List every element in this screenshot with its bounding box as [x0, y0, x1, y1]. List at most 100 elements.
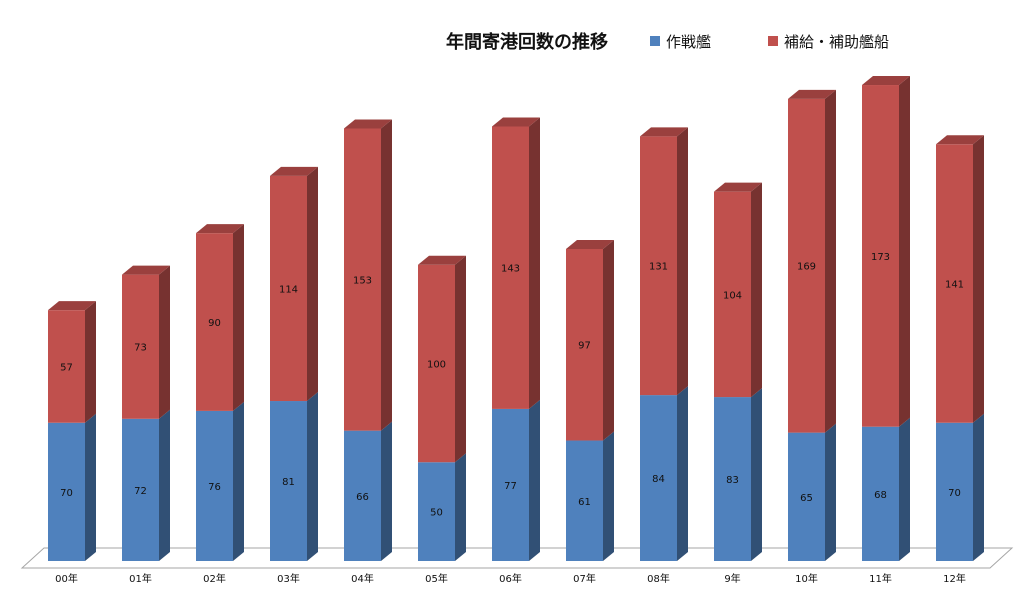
bar-top-10: [788, 89, 836, 99]
legend-label-0: 作戦艦: [666, 33, 711, 51]
bar-front-3-0: [270, 401, 307, 561]
bar-top-4: [344, 119, 392, 129]
bar-front-7-0: [566, 440, 603, 561]
bar-top-12: [936, 135, 984, 145]
x-tick-label-4: 04年: [351, 572, 374, 585]
x-tick-label-9: 9年: [724, 572, 740, 585]
bar-side-4-1: [381, 119, 392, 431]
legend-swatch-0: [650, 36, 660, 46]
data-label-9-0: 83: [726, 475, 739, 486]
bar-side-0-0: [85, 413, 96, 561]
data-label-12-0: 70: [948, 488, 961, 499]
bar-front-2-1: [196, 233, 233, 411]
bar-side-10-1: [825, 89, 836, 433]
data-label-2-1: 90: [208, 318, 221, 329]
data-label-0-1: 57: [60, 362, 73, 373]
bar-top-0: [48, 301, 96, 311]
bar-front-3-1: [270, 175, 307, 402]
bar-6-series-0: 77: [492, 399, 540, 561]
bar-front-9-1: [714, 191, 751, 398]
data-label-8-0: 84: [652, 474, 665, 485]
bar-front-4-0: [344, 430, 381, 561]
bar-9-series-1: 104: [714, 182, 762, 398]
data-label-3-1: 114: [279, 284, 298, 295]
data-label-11-1: 173: [871, 252, 890, 263]
bar-12-series-0: 70: [936, 413, 984, 561]
bar-side-2-0: [233, 401, 244, 561]
data-label-4-1: 153: [353, 276, 372, 287]
bar-7-series-0: 61: [566, 431, 614, 561]
bar-side-8-0: [677, 386, 688, 561]
bar-front-1-0: [122, 418, 159, 561]
bar-3-series-0: 81: [270, 392, 318, 561]
bar-6-series-1: 143: [492, 117, 540, 409]
bar-side-9-1: [751, 182, 762, 398]
bar-side-1-0: [159, 409, 170, 561]
bars-group: 70 57 72 73 76 90 81 114 66 153 50 100 77 143 61 97 84 13…: [48, 76, 984, 561]
bar-front-7-1: [566, 248, 603, 441]
legend-label-1: 補給・補助艦船: [784, 33, 889, 51]
data-label-1-0: 72: [134, 486, 147, 497]
bar-side-8-1: [677, 127, 688, 396]
bar-1-series-0: 72: [122, 409, 170, 561]
bar-side-3-0: [307, 392, 318, 561]
bar-4-series-1: 153: [344, 119, 392, 431]
data-label-4-0: 66: [356, 492, 369, 503]
bar-11-series-1: 173: [862, 76, 910, 427]
bar-front-4-1: [344, 128, 381, 431]
data-label-10-0: 65: [800, 493, 813, 504]
bar-top-1: [122, 265, 170, 275]
bar-9-series-0: 83: [714, 388, 762, 561]
chart-title: 年間寄港回数の推移: [446, 31, 608, 53]
bar-4-series-0: 66: [344, 421, 392, 561]
legend: 作戦艦 補給・補助艦船: [650, 33, 889, 51]
bar-side-6-0: [529, 399, 540, 561]
data-label-6-0: 77: [504, 481, 517, 492]
bar-1-series-1: 73: [122, 265, 170, 419]
x-tick-label-12: 12年: [943, 572, 966, 585]
x-tick-label-1: 01年: [129, 572, 152, 585]
bar-top-11: [862, 76, 910, 86]
bar-side-6-1: [529, 117, 540, 409]
bar-0-series-0: 70: [48, 413, 96, 561]
bar-2-series-0: 76: [196, 401, 244, 561]
data-label-10-1: 169: [797, 262, 816, 273]
bar-front-10-0: [788, 432, 825, 561]
x-tick-label-11: 11年: [869, 572, 892, 585]
bar-0-series-1: 57: [48, 301, 96, 423]
x-tick-label-6: 06年: [499, 572, 522, 585]
bar-10-series-1: 169: [788, 89, 836, 433]
bar-side-2-1: [233, 224, 244, 411]
bar-front-0-1: [48, 310, 85, 423]
bar-side-3-1: [307, 166, 318, 402]
x-tick-label-2: 02年: [203, 572, 226, 585]
bar-8-series-0: 84: [640, 386, 688, 561]
bar-side-11-1: [899, 76, 910, 427]
bar-front-12-0: [936, 422, 973, 561]
data-label-12-1: 141: [945, 280, 964, 291]
x-tick-label-7: 07年: [573, 572, 596, 585]
x-tick-labels: 00年 01年 02年 03年 04年 05年 06年 07年 08年 9年 10年 11年 12年: [55, 572, 966, 585]
bar-front-10-1: [788, 98, 825, 433]
x-tick-label-5: 05年: [425, 572, 448, 585]
bar-12-series-1: 141: [936, 135, 984, 423]
data-label-7-1: 97: [578, 341, 591, 352]
bar-side-5-1: [455, 255, 466, 463]
bar-10-series-0: 65: [788, 423, 836, 561]
bar-front-6-0: [492, 408, 529, 561]
data-label-0-0: 70: [60, 488, 73, 499]
bar-front-8-1: [640, 136, 677, 396]
bar-front-8-0: [640, 395, 677, 561]
bar-front-5-1: [418, 264, 455, 463]
x-tick-label-3: 03年: [277, 572, 300, 585]
bar-3-series-1: 114: [270, 166, 318, 402]
legend-swatch-1: [768, 36, 778, 46]
bar-top-8: [640, 127, 688, 137]
data-label-3-0: 81: [282, 477, 295, 488]
bar-side-12-1: [973, 135, 984, 423]
bar-side-12-0: [973, 413, 984, 561]
bar-side-7-1: [603, 239, 614, 441]
data-label-11-0: 68: [874, 490, 887, 501]
x-tick-label-8: 08年: [647, 572, 670, 585]
